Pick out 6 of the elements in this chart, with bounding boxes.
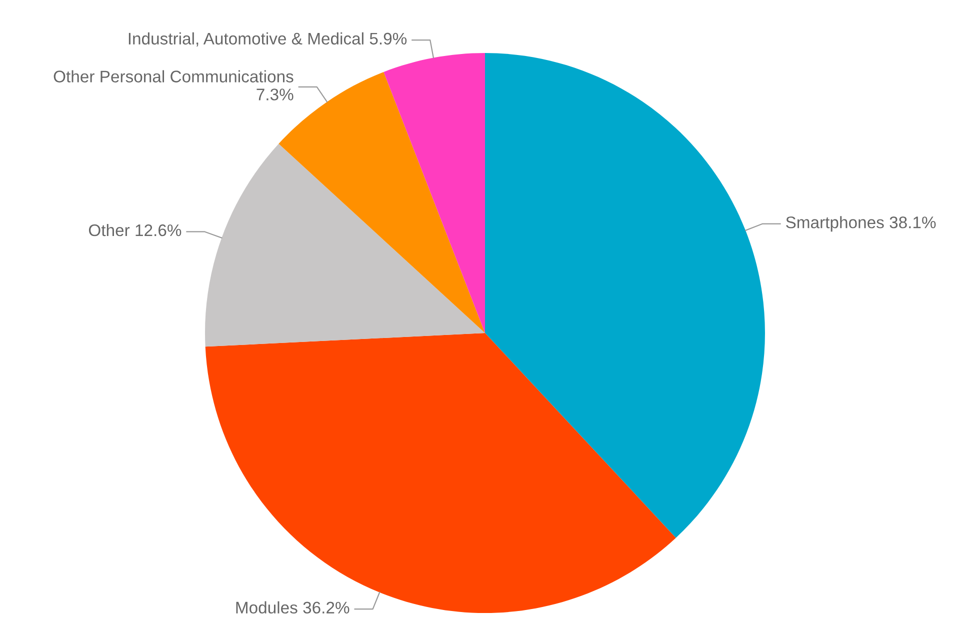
slice-label: Other Personal Communications: [54, 70, 294, 82]
slice-label: Modules 36.2%: [236, 601, 350, 614]
slice-label: Other 12.6%: [88, 224, 182, 236]
slice-label: Industrial, Automotive & Medical 5.9%: [128, 32, 407, 47]
slice-label: Smartphones 38.1%: [786, 216, 936, 232]
data-label: 7.3%: [256, 88, 294, 100]
